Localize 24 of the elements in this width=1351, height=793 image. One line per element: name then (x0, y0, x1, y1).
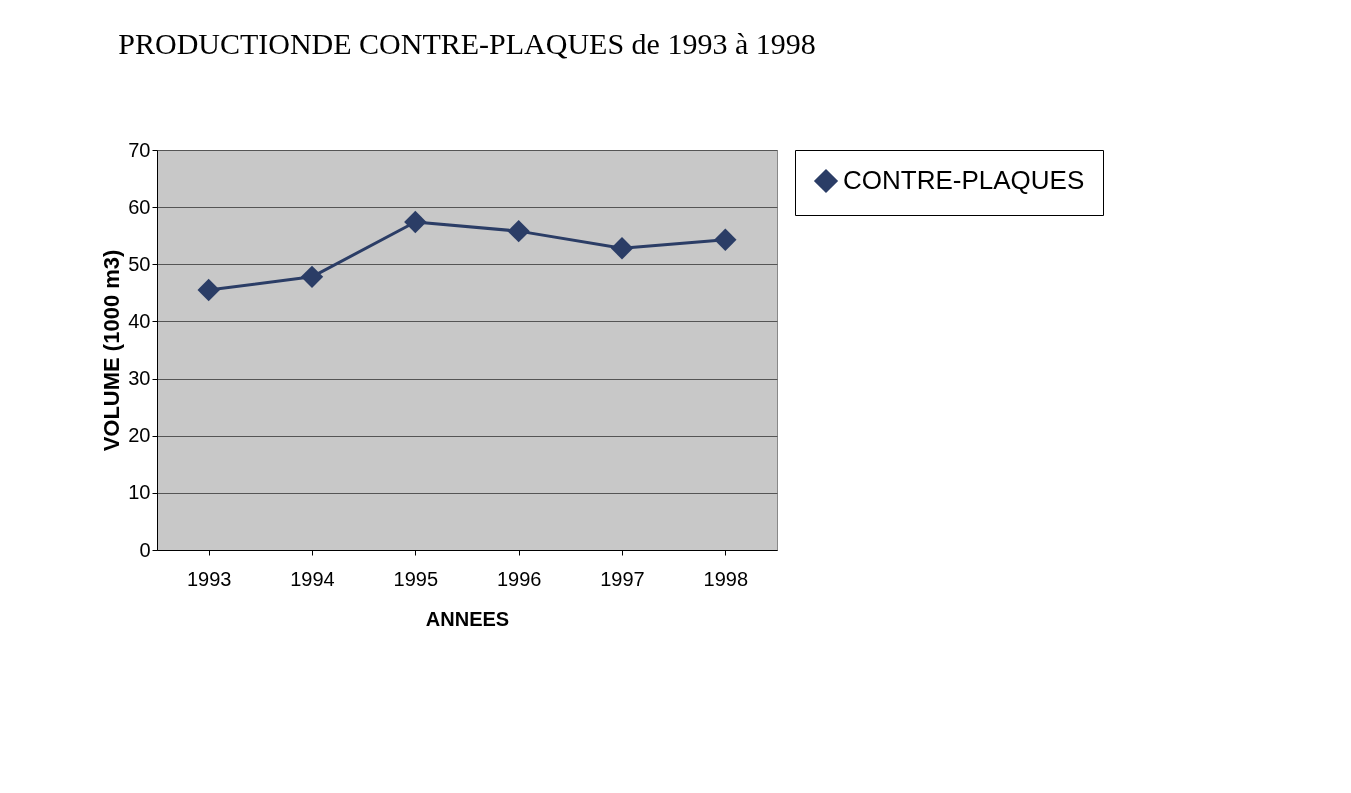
point (197, 278, 220, 302)
y-tick-label: 30 (128, 367, 151, 390)
x-tick-label: 1993 (186, 567, 232, 590)
point (507, 219, 530, 243)
x-tick-label: 1994 (290, 567, 335, 590)
y-tick-label: 20 (128, 424, 151, 447)
legend-label: CONTRE-PLAQUES (843, 165, 1085, 195)
x-tick-label: 1998 (703, 567, 749, 590)
chart-title: PRODUCTIONDE CONTRE-PLAQUES de 1993 à 1998 (118, 27, 816, 60)
y-tick-label: 50 (128, 252, 151, 275)
x-tick-label: 1996 (496, 567, 542, 590)
point (610, 237, 634, 260)
point (300, 265, 324, 289)
y-axis-title: VOLUME (1000 m3) (99, 249, 125, 452)
y-tick-label: 40 (128, 309, 151, 332)
x-axis-title: ANNEES (425, 607, 510, 630)
x-tick-label: 1997 (600, 567, 645, 590)
y-tick-label: 0 (139, 538, 151, 561)
point (714, 228, 737, 251)
y-tick-label: 70 (128, 138, 151, 161)
y-tick-label: 10 (128, 481, 151, 504)
x-tick-label: 1995 (393, 567, 439, 590)
point (404, 210, 427, 234)
y-tick-label: 60 (128, 195, 151, 218)
